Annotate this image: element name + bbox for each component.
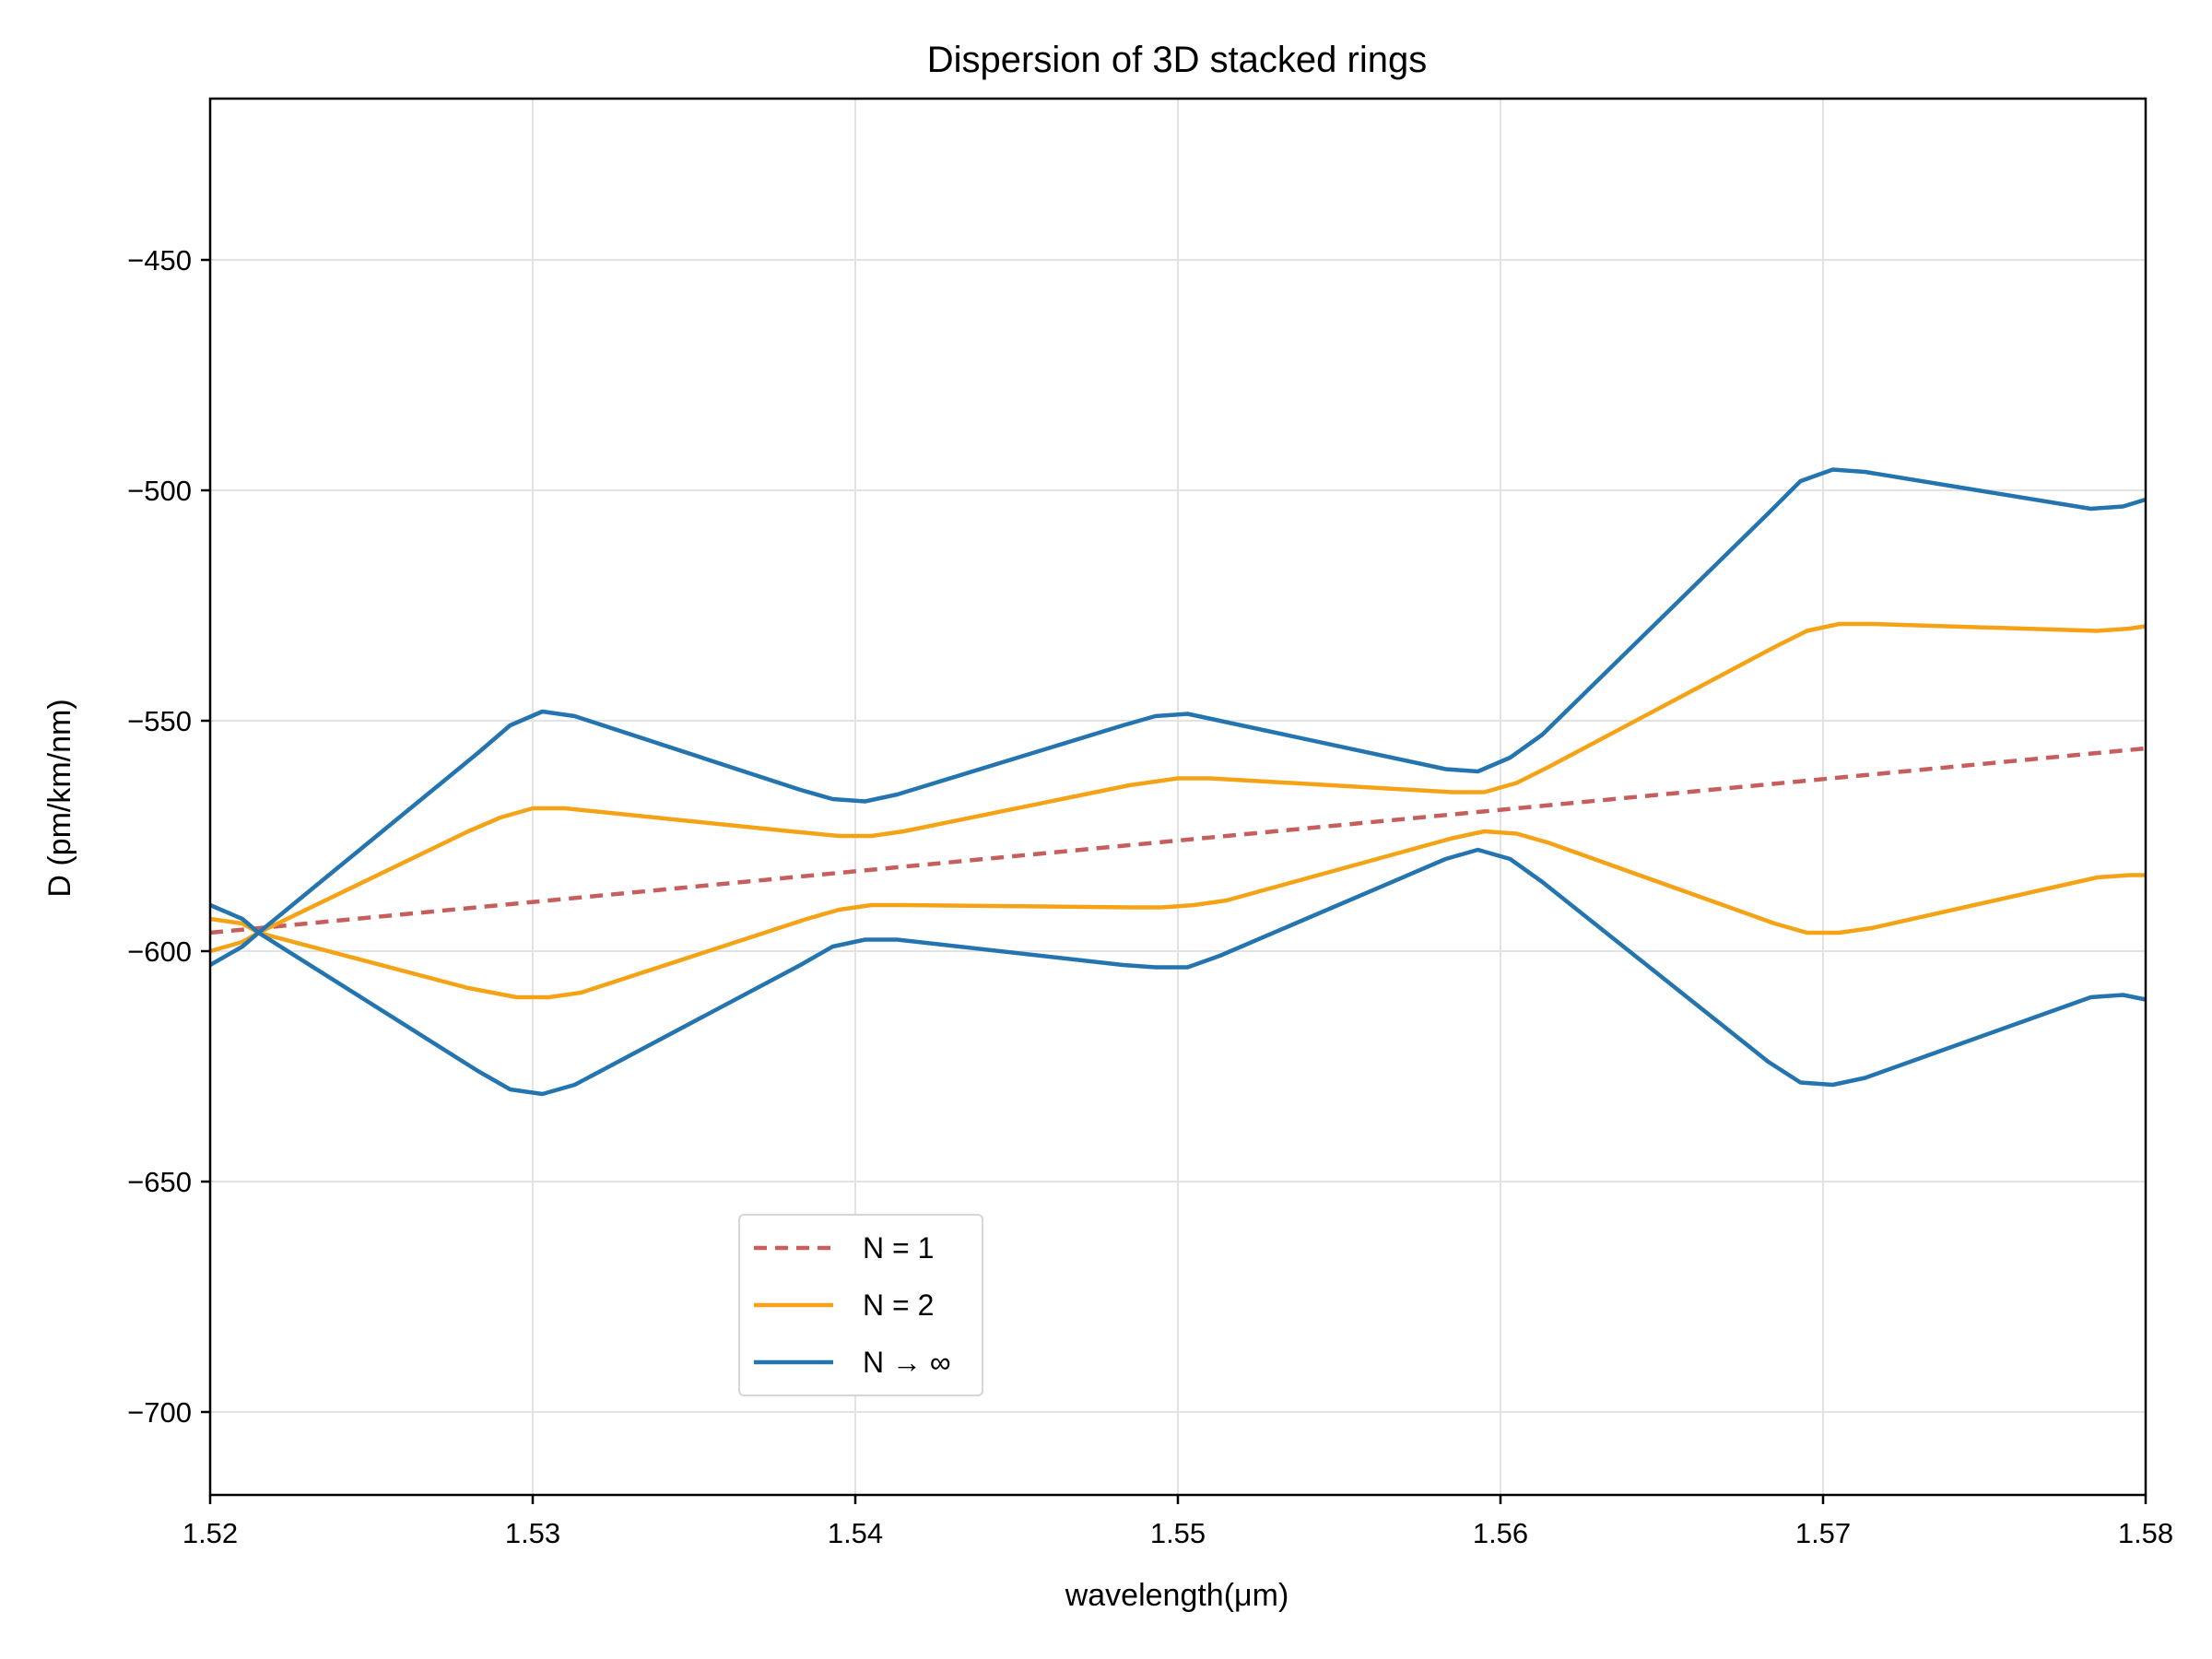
series-lines bbox=[208, 467, 2147, 1097]
y-axis-ticks: −450 −500 −550 −600 −650 −700 bbox=[127, 244, 210, 1429]
legend-label: N = 2 bbox=[863, 1288, 934, 1322]
x-tick-label: 1.57 bbox=[1795, 1517, 1851, 1549]
y-axis-label: D (pm/km/nm) bbox=[42, 699, 77, 897]
series-line bbox=[209, 621, 2147, 954]
y-tick-label: −550 bbox=[127, 705, 192, 737]
chart-title: Dispersion of 3D stacked rings bbox=[927, 40, 1427, 80]
x-tick-label: 1.56 bbox=[1473, 1517, 1528, 1549]
grid-lines bbox=[209, 99, 2147, 1495]
legend: N = 1 N = 2 N → ∞ bbox=[738, 1214, 983, 1396]
legend-label: N → ∞ bbox=[863, 1346, 951, 1379]
series-line bbox=[209, 746, 2147, 935]
y-tick-label: −500 bbox=[127, 475, 192, 507]
y-tick-label: −450 bbox=[127, 244, 192, 276]
y-tick-label: −600 bbox=[127, 935, 192, 968]
series-line bbox=[209, 829, 2146, 1000]
series-line bbox=[209, 847, 2147, 1097]
legend-label: N = 1 bbox=[863, 1231, 934, 1265]
series-line bbox=[208, 467, 2147, 967]
x-tick-label: 1.52 bbox=[182, 1517, 238, 1549]
x-tick-label: 1.58 bbox=[2118, 1517, 2173, 1549]
x-axis-ticks: 1.52 1.53 1.54 1.55 1.56 1.57 1.58 bbox=[182, 1495, 2173, 1549]
y-tick-label: −650 bbox=[127, 1166, 192, 1198]
legend-frame bbox=[738, 1214, 983, 1396]
y-tick-label: −700 bbox=[127, 1396, 192, 1429]
x-axis-label: wavelength(μm) bbox=[1065, 1578, 1289, 1613]
x-tick-label: 1.55 bbox=[1150, 1517, 1206, 1549]
x-tick-label: 1.53 bbox=[505, 1517, 560, 1549]
x-tick-label: 1.54 bbox=[828, 1517, 883, 1549]
